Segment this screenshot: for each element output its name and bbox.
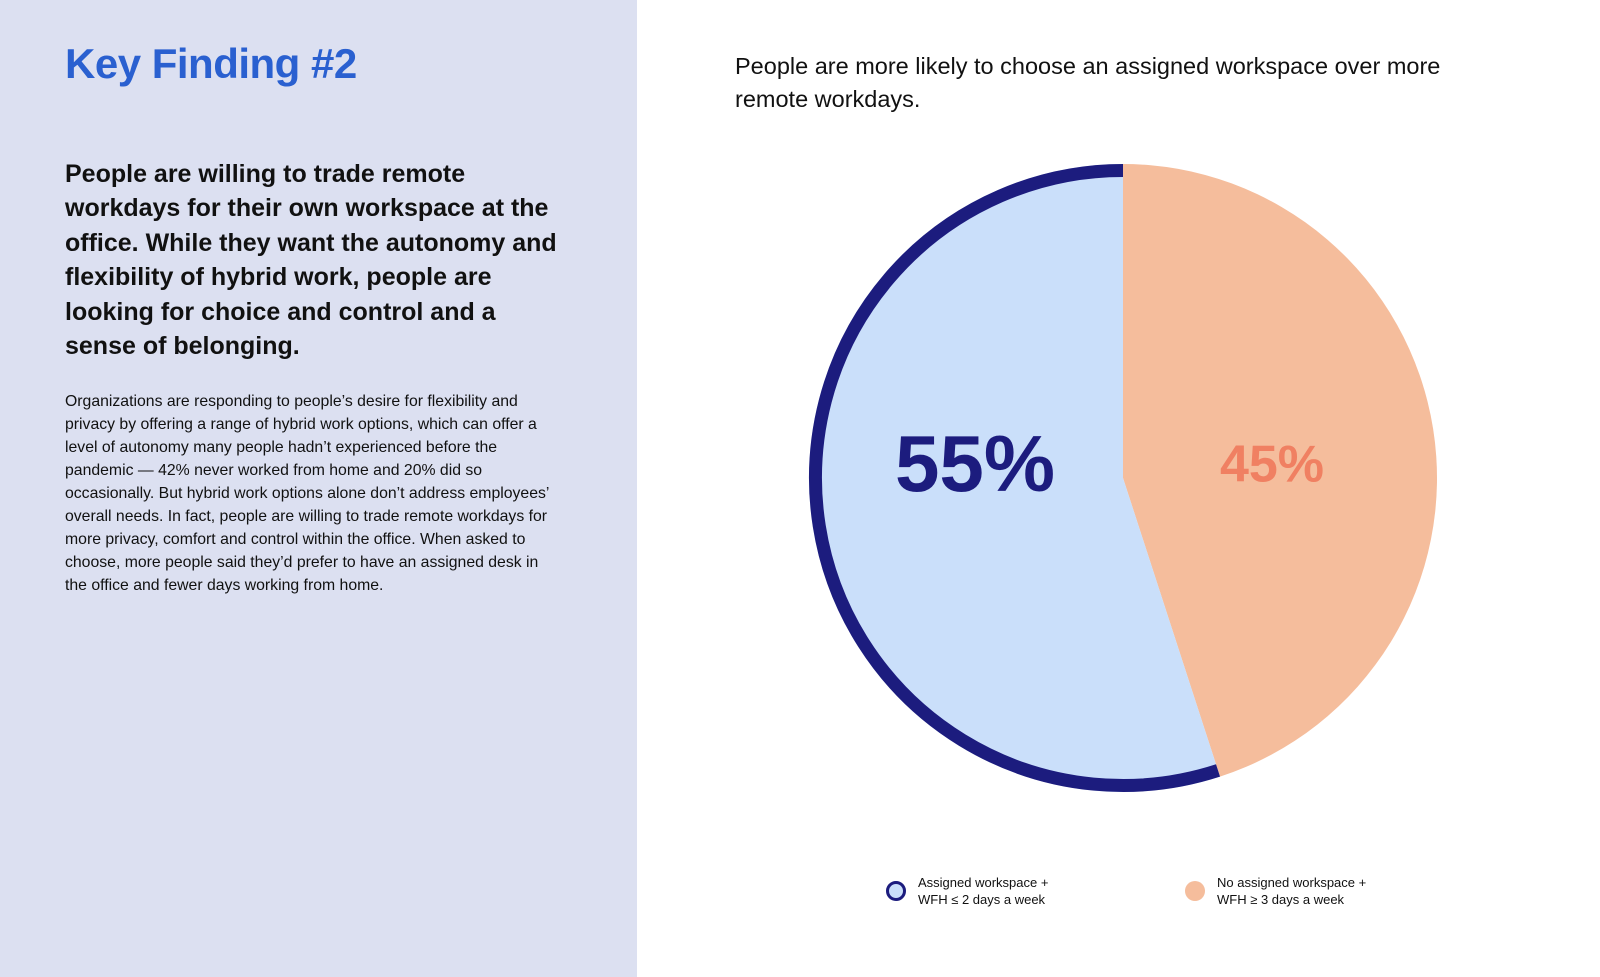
- pie-slice-assigned-outline: [809, 164, 1221, 792]
- legend-label-assigned: Assigned workspace + WFH ≤ 2 days a week: [918, 874, 1048, 908]
- legend-label-no-assigned: No assigned workspace + WFH ≥ 3 days a w…: [1217, 874, 1366, 908]
- legend-line: WFH ≤ 2 days a week: [918, 892, 1046, 907]
- legend-line: Assigned workspace +: [918, 875, 1049, 890]
- body-paragraph: Organizations are responding to people’s…: [65, 393, 549, 594]
- pie-slice-assigned: [809, 164, 1221, 793]
- left-panel: [0, 0, 637, 977]
- pie-label-assigned: 55%: [895, 419, 1055, 508]
- legend-item-assigned: Assigned workspace + WFH ≤ 2 days a week: [886, 874, 1048, 908]
- pie-label-no-assigned: 45%: [1220, 436, 1324, 494]
- legend-swatch-no-assigned: [1185, 881, 1205, 901]
- legend-line: No assigned workspace +: [1217, 875, 1367, 890]
- legend-swatch-assigned: [886, 881, 906, 901]
- lead-paragraph: People are willing to trade remote workd…: [65, 160, 557, 361]
- key-finding-title: Key Finding #2: [65, 40, 357, 87]
- legend-line: WFH ≥ 3 days a week: [1217, 892, 1345, 907]
- pie-slice-no-assigned: [1123, 164, 1438, 777]
- chart-title: People are more likely to choose an assi…: [735, 53, 1441, 112]
- legend-item-no-assigned: No assigned workspace + WFH ≥ 3 days a w…: [1185, 874, 1366, 908]
